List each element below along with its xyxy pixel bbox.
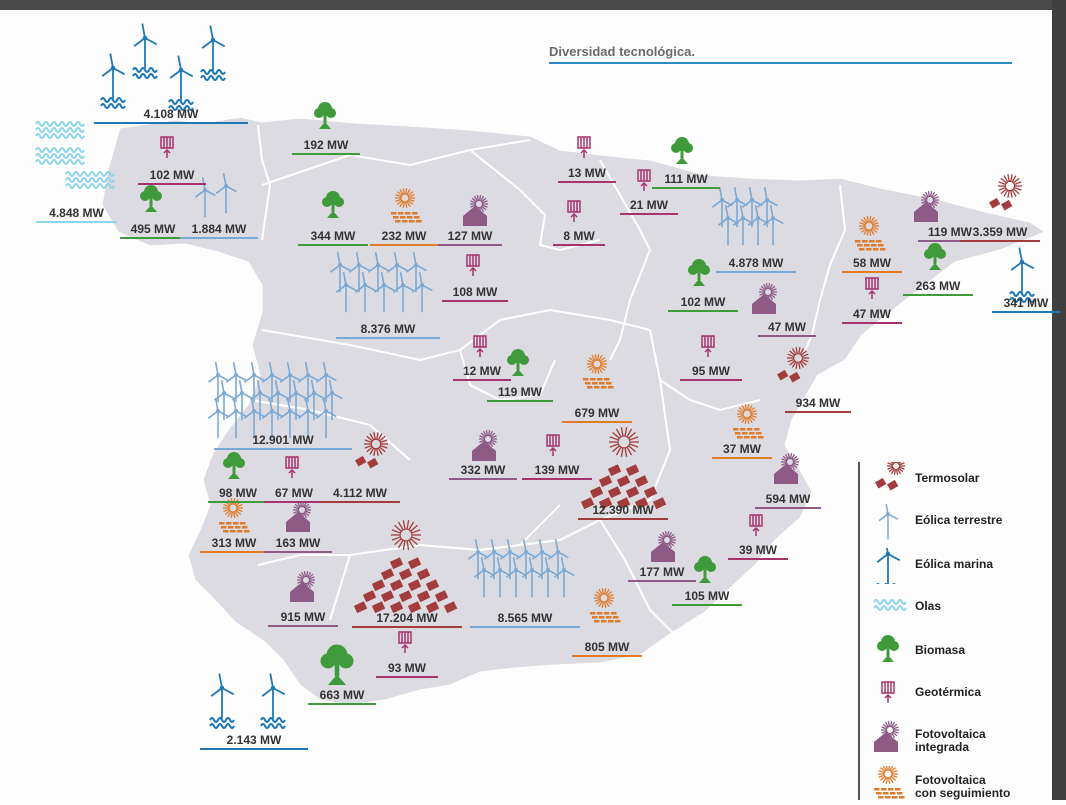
capacity-label-mad-geo: 12 MW bbox=[453, 364, 511, 381]
eolica-icon bbox=[878, 504, 899, 540]
legend-axis bbox=[858, 462, 860, 800]
capacity-label-cat-fvi: 119 MW bbox=[918, 225, 982, 242]
legend-item-fv_integrada: Fotovoltaica integrada bbox=[872, 720, 1062, 756]
capacity-label-galicia-bio: 495 MW bbox=[120, 222, 186, 239]
capacity-label-cyl-fvs: 232 MW bbox=[370, 229, 438, 246]
legend-label-line1: Olas bbox=[915, 599, 942, 613]
capacity-label-ext-eolica: 12.901 MW bbox=[214, 433, 352, 450]
capacity-label-cat-bio: 263 MW bbox=[903, 279, 973, 296]
capacity-label-clm-fvi: 332 MW bbox=[449, 463, 517, 480]
legend-label: Eólica terrestre bbox=[915, 514, 1002, 527]
fv-seguimiento-icon bbox=[874, 766, 905, 799]
capacity-label-rioja-geo: 8 MW bbox=[553, 229, 605, 246]
capacity-label-cat-geo: 47 MW bbox=[842, 307, 902, 324]
capacity-label-mad-bio: 119 MW bbox=[487, 385, 553, 402]
capacity-label-asturias-bio: 192 MW bbox=[292, 138, 360, 155]
capacity-label-clm-geo: 139 MW bbox=[522, 463, 592, 480]
legend-item-termosolar: Termosolar bbox=[872, 462, 1062, 498]
legend-label-line1: Eólica marina bbox=[915, 557, 994, 571]
capacity-label-cat-termo: 3.359 MW bbox=[960, 225, 1040, 242]
capacity-label-aragon-eolica: 4.878 MW bbox=[716, 256, 796, 273]
capacity-label-ext-geo: 67 MW bbox=[264, 486, 324, 503]
marina-icon bbox=[876, 548, 901, 584]
capacity-label-ext-fvs: 313 MW bbox=[200, 536, 268, 553]
termosolar-icon bbox=[875, 462, 905, 491]
olas-icon bbox=[873, 599, 907, 611]
capacity-label-val-termo: 934 MW bbox=[785, 396, 851, 413]
legend-item-eolica: Eólica terrestre bbox=[872, 504, 1062, 540]
legend-label: Geotérmica bbox=[915, 686, 981, 699]
legend-label: Fotovoltaica con seguimiento bbox=[915, 774, 1010, 800]
legend-label-line1: Biomasa bbox=[915, 643, 966, 657]
capacity-label-clm-termo: 12.390 MW bbox=[578, 503, 668, 520]
legend-label: Olas bbox=[915, 600, 941, 613]
capacity-label-aragon-fvi: 47 MW bbox=[758, 320, 816, 337]
legend-label: Fotovoltaica integrada bbox=[915, 728, 986, 754]
legend-label-line1: Fotovoltaica bbox=[915, 773, 986, 787]
capacity-label-clm-fvs: 679 MW bbox=[562, 406, 632, 423]
capacity-label-cyl-fvi: 127 MW bbox=[438, 229, 502, 246]
capacity-label-val-fvs: 37 MW bbox=[712, 442, 772, 459]
biomasa-icon bbox=[877, 635, 899, 662]
legend-item-marina: Eólica marina bbox=[872, 548, 1062, 584]
title-underline bbox=[549, 62, 1012, 64]
capacity-label-aragon-bio: 102 MW bbox=[668, 295, 738, 312]
legend-label-line2: integrada bbox=[915, 740, 970, 754]
capacity-label-aragon-geo: 95 MW bbox=[680, 364, 742, 381]
capacity-label-galicia-eolica: 1.884 MW bbox=[180, 222, 258, 239]
capacity-label-ext-bio: 98 MW bbox=[208, 486, 268, 503]
legend-item-olas: Olas bbox=[872, 590, 1062, 626]
capacity-label-mur-bio: 105 MW bbox=[672, 589, 742, 606]
legend-label: Eólica marina bbox=[915, 558, 993, 571]
capacity-label-cat-marina: 341 MW bbox=[992, 296, 1060, 313]
capacity-label-and-bio: 663 MW bbox=[308, 688, 376, 705]
legend: Termosolar Eólica terrestre Eólica marin… bbox=[858, 462, 1058, 800]
legend-label-line1: Geotérmica bbox=[915, 685, 982, 699]
capacity-label-and-termo: 17.204 MW bbox=[352, 611, 462, 628]
capacity-label-and-geo: 93 MW bbox=[376, 661, 438, 678]
legend-label-line1: Eólica terrestre bbox=[915, 513, 1003, 527]
capacity-label-cat-fvs: 58 MW bbox=[842, 256, 902, 273]
legend-item-fv_seguimiento: Fotovoltaica con seguimiento bbox=[872, 766, 1062, 802]
capacity-label-cyl-geo: 108 MW bbox=[442, 285, 508, 302]
capacity-label-and-marina: 2.143 MW bbox=[200, 733, 308, 750]
capacity-label-cyl-bio: 344 MW bbox=[298, 229, 368, 246]
top-frame-bar bbox=[0, 0, 1066, 10]
capacity-label-galicia-marina: 4.108 MW bbox=[94, 107, 248, 124]
legend-label: Termosolar bbox=[915, 472, 979, 485]
capacity-label-nav-geo: 21 MW bbox=[620, 198, 678, 215]
capacity-label-and-fvi: 915 MW bbox=[268, 610, 338, 627]
capacity-label-and-fvs: 805 MW bbox=[572, 640, 642, 657]
legend-label: Biomasa bbox=[915, 644, 965, 657]
legend-item-geotermica: Geotérmica bbox=[872, 676, 1062, 712]
map-title: Diversidad tecnológica. bbox=[549, 44, 695, 59]
capacity-label-mur-fvi: 177 MW bbox=[628, 565, 696, 582]
capacity-label-galicia-geo: 102 MW bbox=[138, 168, 206, 185]
capacity-label-ext-fvi: 163 MW bbox=[264, 536, 332, 553]
capacity-label-val-fvi: 594 MW bbox=[755, 492, 821, 509]
capacity-label-cyl-eolica: 8.376 MW bbox=[336, 322, 440, 339]
legend-label-line1: Termosolar bbox=[915, 471, 980, 485]
geotermica-icon bbox=[881, 681, 895, 703]
capacity-label-galicia-olas: 4.848 MW bbox=[36, 206, 117, 223]
capacity-label-nav-bio: 111 MW bbox=[652, 172, 720, 189]
legend-label-line1: Fotovoltaica bbox=[915, 727, 986, 741]
fv-integrada-icon bbox=[874, 720, 899, 752]
capacity-label-pv-geo: 13 MW bbox=[558, 166, 616, 183]
right-frame-bar bbox=[1052, 0, 1066, 800]
legend-item-biomasa: Biomasa bbox=[872, 634, 1062, 670]
capacity-label-val-geo: 39 MW bbox=[728, 543, 788, 560]
capacity-label-and-eolica: 8.565 MW bbox=[470, 611, 580, 628]
capacity-label-ext-termo: 4.112 MW bbox=[320, 486, 400, 503]
legend-label-line2: con seguimiento bbox=[915, 786, 1011, 800]
